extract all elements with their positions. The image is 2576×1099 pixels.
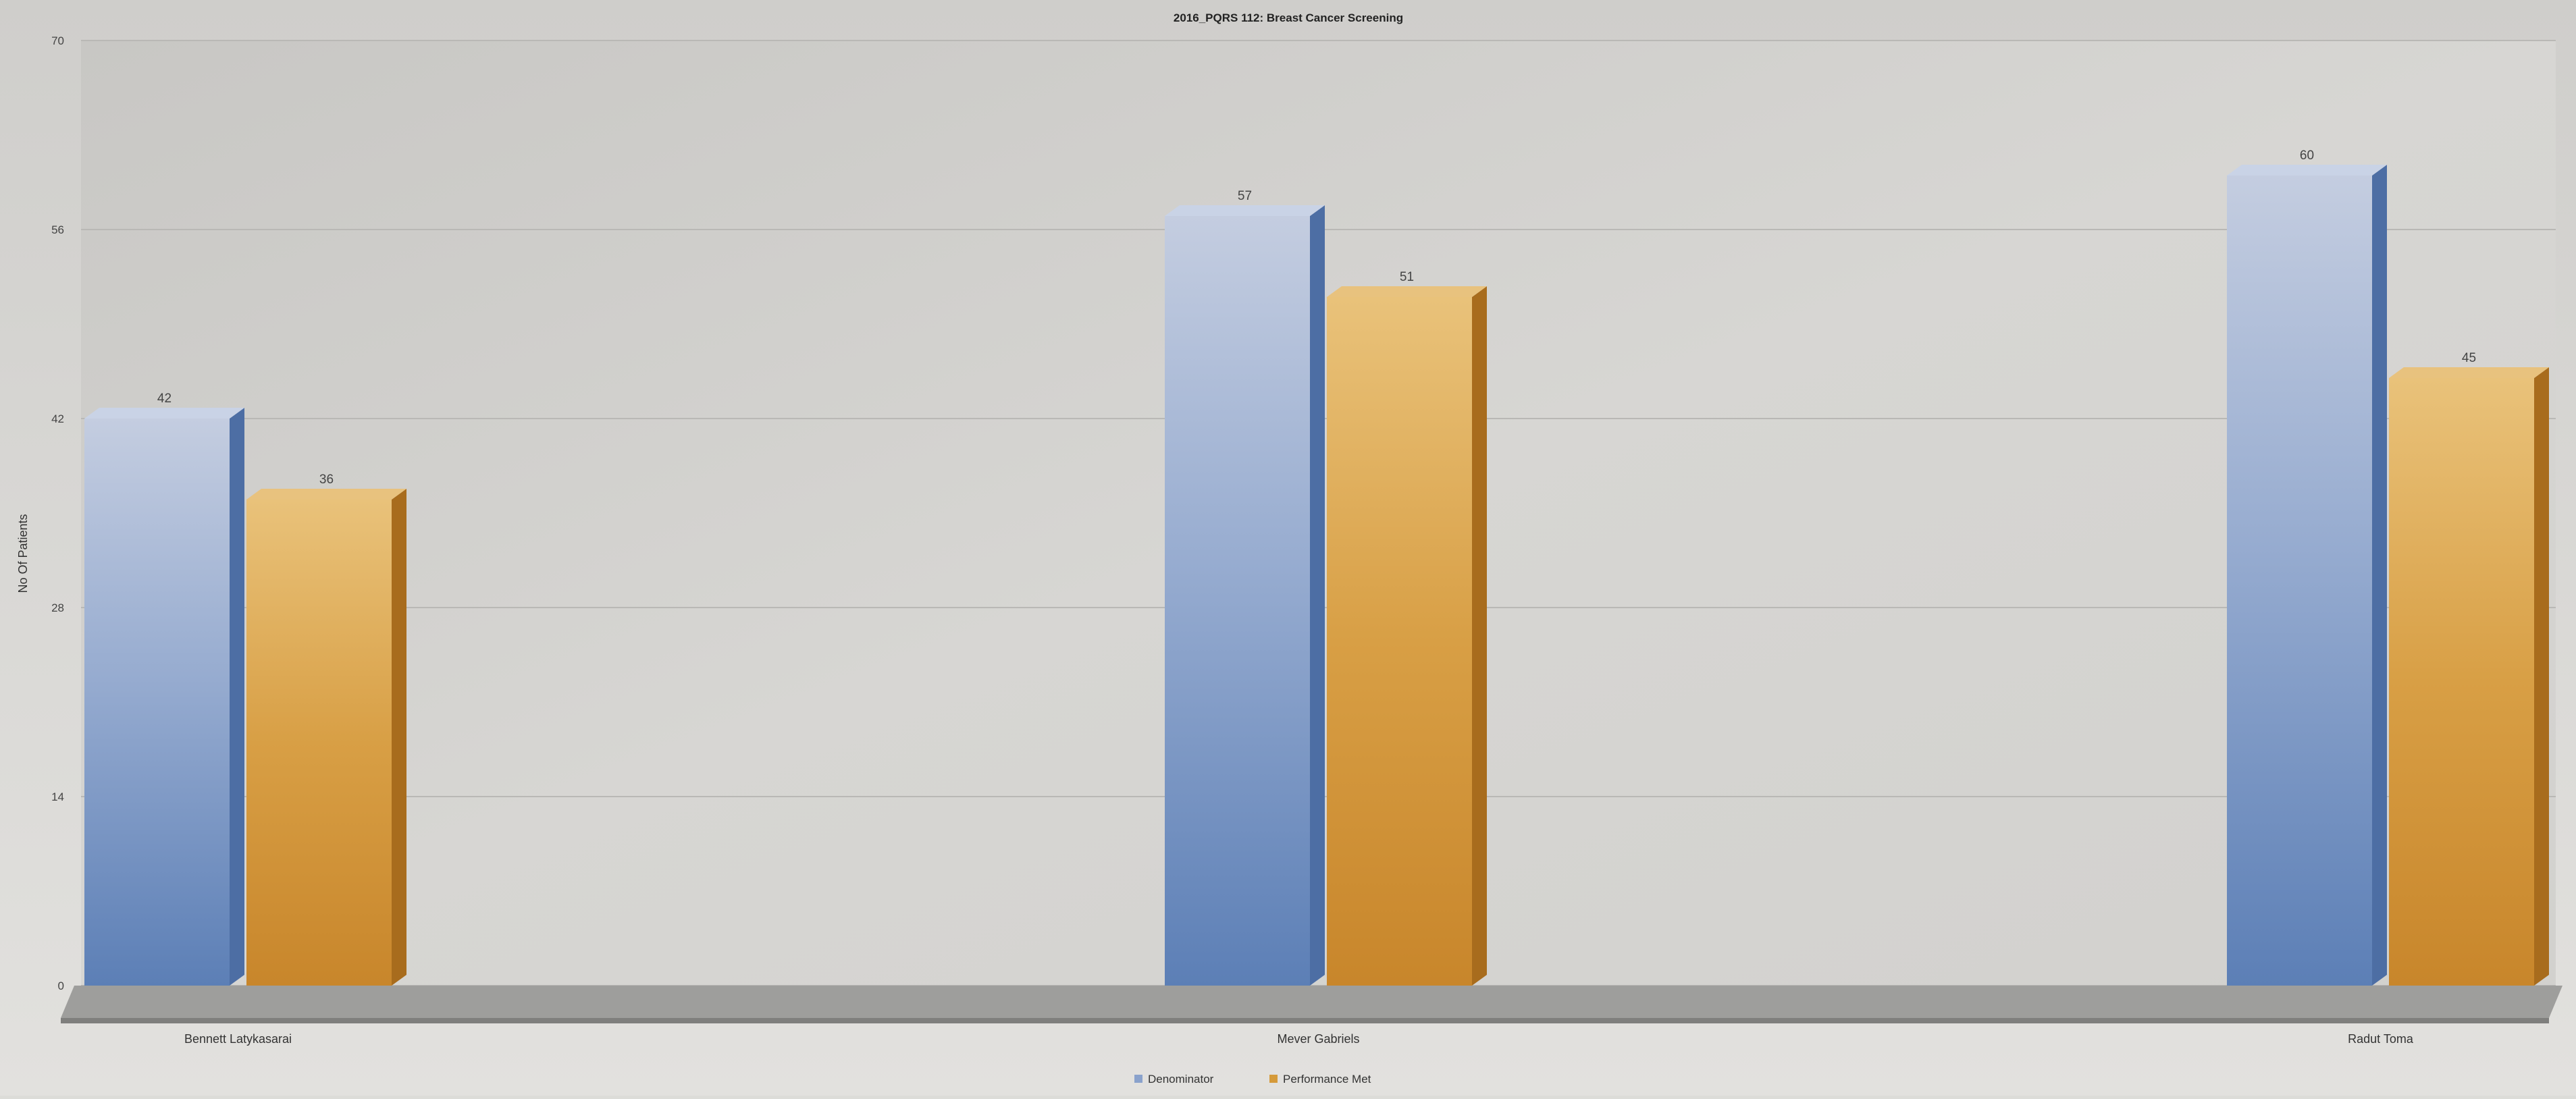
data-label: 42	[157, 392, 172, 406]
bar	[2389, 378, 2534, 986]
bar-side	[1472, 286, 1487, 986]
y-tick-label: 42	[51, 412, 64, 425]
bar	[2227, 176, 2372, 986]
data-label: 60	[2300, 149, 2314, 163]
y-tick-label: 28	[51, 601, 64, 614]
bar-top	[2389, 367, 2549, 378]
legend: Denominator Performance Met	[1134, 1073, 1371, 1085]
bar-side	[1310, 205, 1325, 986]
bar-side	[2372, 165, 2387, 986]
legend-swatch-denominator	[1134, 1075, 1142, 1083]
y-tick-labels: 0 14 28 42 56 70	[51, 34, 64, 992]
data-label: 45	[2462, 351, 2476, 365]
bars: 42 36 57 51 60 45	[84, 149, 2549, 986]
y-tick-label: 70	[51, 34, 64, 47]
bar	[84, 419, 230, 986]
bar-top	[246, 489, 406, 500]
bar-top	[84, 408, 244, 419]
data-label: 57	[1238, 189, 1252, 203]
bar-side	[392, 489, 406, 986]
bar-top	[1165, 205, 1325, 216]
chart-floor-edge	[61, 1018, 2549, 1023]
bar-side	[2534, 367, 2549, 986]
category-labels: Bennett Latykasarai Mever Gabriels Radut T…	[184, 1032, 2414, 1046]
data-label: 36	[319, 473, 334, 487]
y-tick-label: 56	[51, 223, 64, 236]
bar-side	[230, 408, 244, 986]
bar	[1327, 297, 1472, 986]
legend-label-performance-met: Performance Met	[1283, 1073, 1371, 1085]
category-label: Radut Toma	[2348, 1032, 2414, 1046]
bar-top	[1327, 286, 1487, 297]
bar	[246, 500, 392, 986]
category-label: Mever Gabriels	[1277, 1032, 1359, 1046]
y-axis-label: No Of Patients	[16, 514, 30, 593]
legend-swatch-performance-met	[1269, 1075, 1278, 1083]
bar-top	[2227, 165, 2387, 176]
category-label: Bennett Latykasarai	[184, 1032, 292, 1046]
legend-label-denominator: Denominator	[1148, 1073, 1214, 1085]
bar	[1165, 216, 1310, 986]
y-tick-label: 14	[51, 790, 64, 803]
chart-title: 2016_PQRS 112: Breast Cancer Screening	[1174, 11, 1403, 24]
y-tick-label: 0	[58, 980, 64, 992]
data-label: 51	[1400, 270, 1414, 284]
chart-floor	[61, 986, 2562, 1018]
